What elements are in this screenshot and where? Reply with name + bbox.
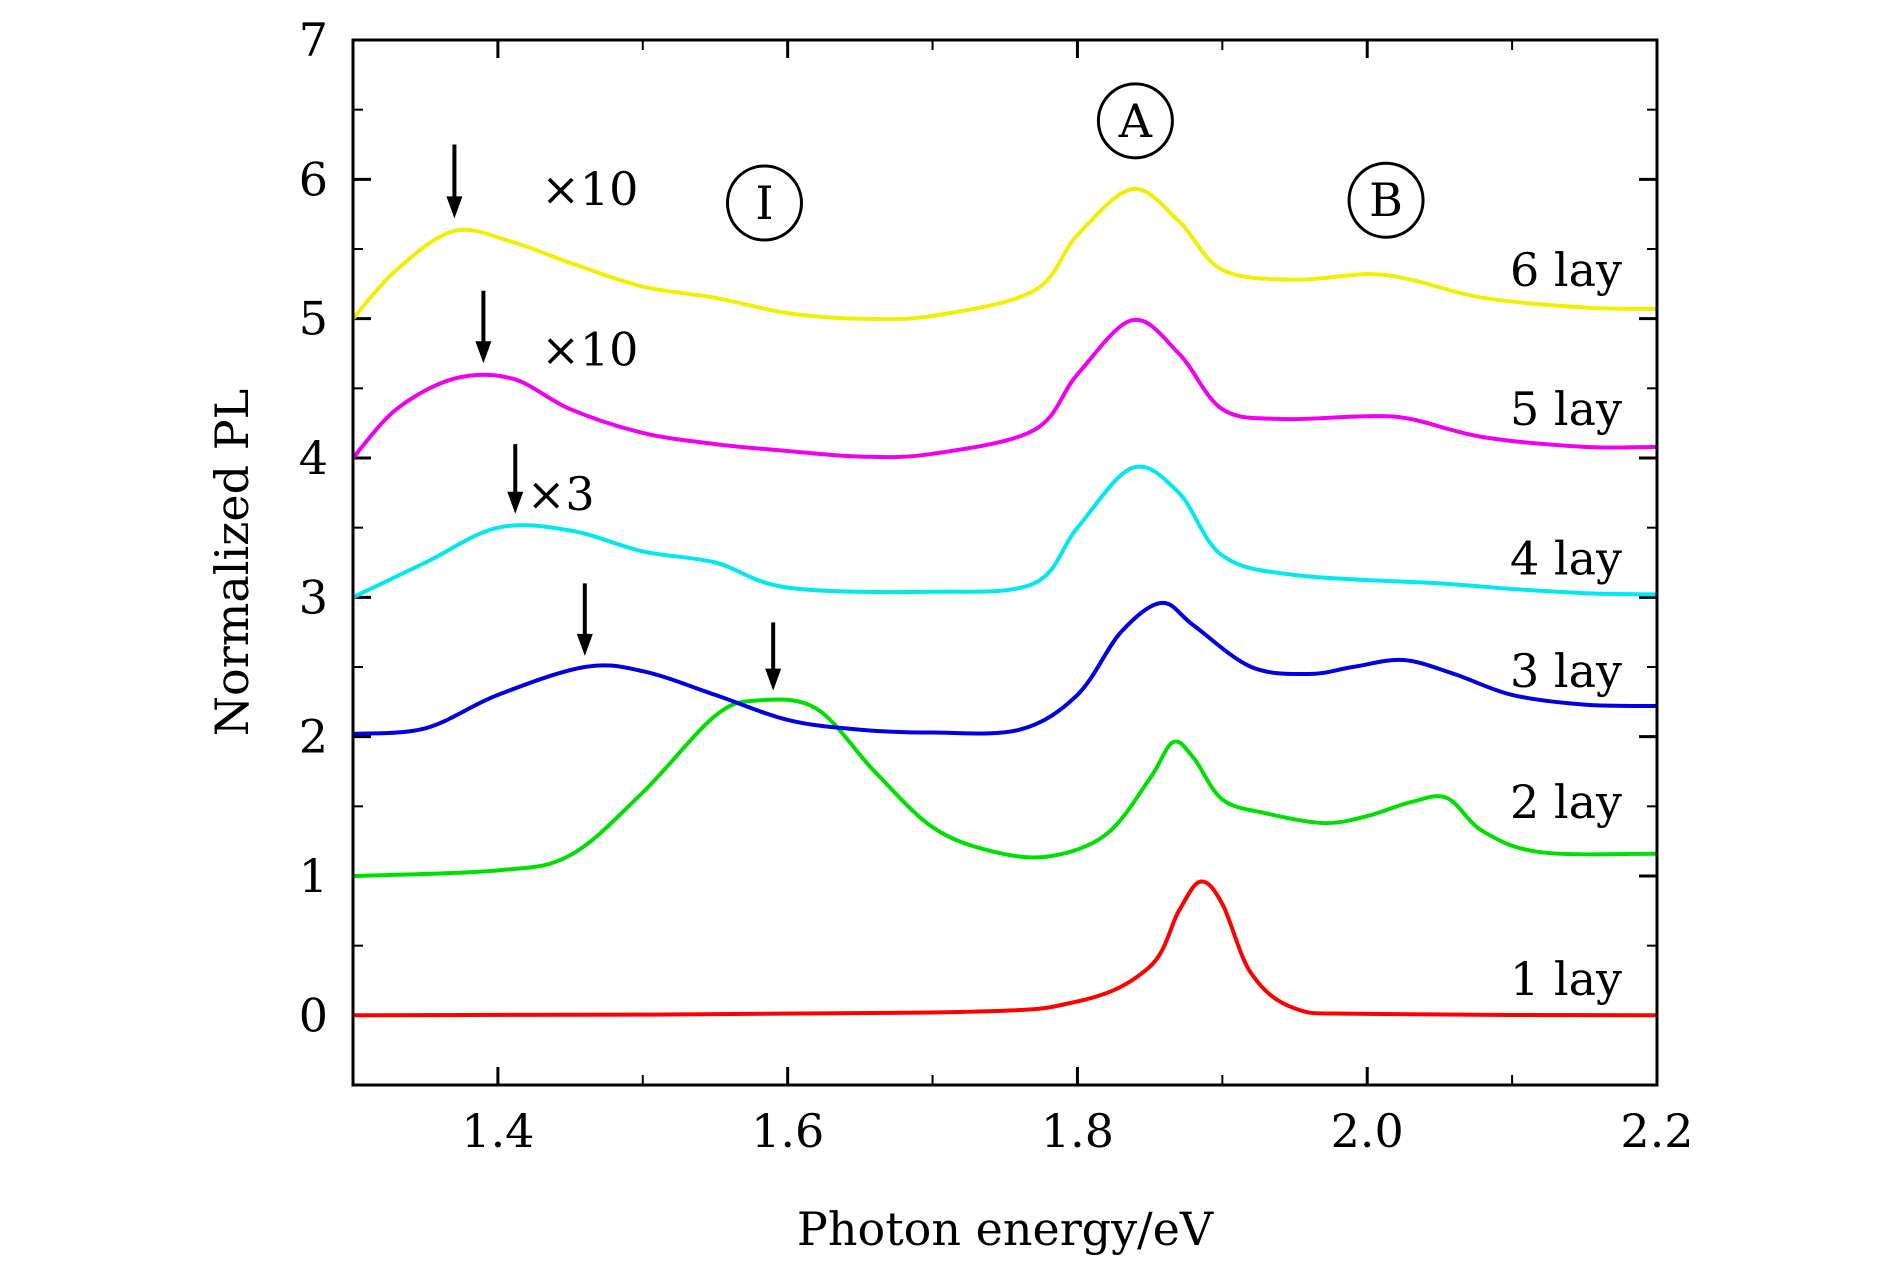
peak-label-circle: [1347, 161, 1425, 239]
y-tick-label: 0: [299, 988, 328, 1042]
y-tick-label: 2: [299, 710, 328, 764]
x-tick-label: 1.8: [1041, 1104, 1114, 1158]
y-tick-label: 6: [299, 152, 328, 206]
plot-frame: [351, 38, 1659, 1087]
y-axis-label: Normalized PL: [205, 389, 259, 736]
series-line-3-lay: [352, 600, 1658, 736]
peak-label: A: [1118, 94, 1153, 148]
peak-label: B: [1369, 173, 1403, 227]
scale-multiplier-label: ×10: [541, 162, 638, 216]
down-arrow-head: [446, 196, 463, 219]
series-line-2-lay: [352, 697, 1658, 878]
scale-multiplier-label: ×3: [527, 467, 595, 521]
y-tick-label: 7: [299, 13, 328, 67]
peak-label: I: [755, 176, 773, 230]
down-arrow-head: [765, 668, 782, 691]
series-label: 4 lay: [1510, 531, 1622, 585]
peak-label-circle: [1096, 82, 1174, 160]
series-line-1-lay: [352, 879, 1658, 1018]
annotations: ×10 ×10 ×3 A B I 6 lay 5 lay 4 lay 3 lay 2 lay 1 la…: [446, 82, 1622, 1006]
x-tick-label: 1.6: [751, 1104, 824, 1158]
series-label: 1 lay: [1510, 952, 1622, 1006]
x-tick-label: 2.2: [1620, 1104, 1693, 1158]
y-tick-label: 4: [299, 431, 328, 485]
peak-label-circle: [725, 164, 803, 242]
series-label: 3 lay: [1510, 644, 1622, 698]
y-tick-label: 1: [299, 849, 328, 903]
down-arrow-head: [475, 341, 492, 364]
series-line-4-lay: [352, 464, 1658, 600]
tick-labels: 1.4 1.6 1.8 2.0 2.2 0 1 2 3 4 5 6 7: [299, 13, 1694, 1158]
y-tick-label: 5: [299, 292, 328, 346]
series-label: 2 lay: [1510, 775, 1622, 829]
series-label: 5 lay: [1510, 382, 1622, 436]
series-lines: [351, 187, 1658, 1018]
x-tick-label: 1.4: [461, 1104, 534, 1158]
series-line-6-lay: [351, 187, 1658, 322]
y-tick-label: 3: [299, 570, 328, 624]
x-axis-label: Photon energy/eV: [797, 1202, 1214, 1256]
x-tick-label: 2.0: [1331, 1104, 1404, 1158]
down-arrow-head: [576, 633, 593, 656]
series-line-5-lay: [351, 317, 1658, 460]
down-arrow-head: [507, 491, 524, 514]
series-label: 6 lay: [1510, 243, 1622, 297]
scale-multiplier-label: ×10: [541, 322, 638, 376]
